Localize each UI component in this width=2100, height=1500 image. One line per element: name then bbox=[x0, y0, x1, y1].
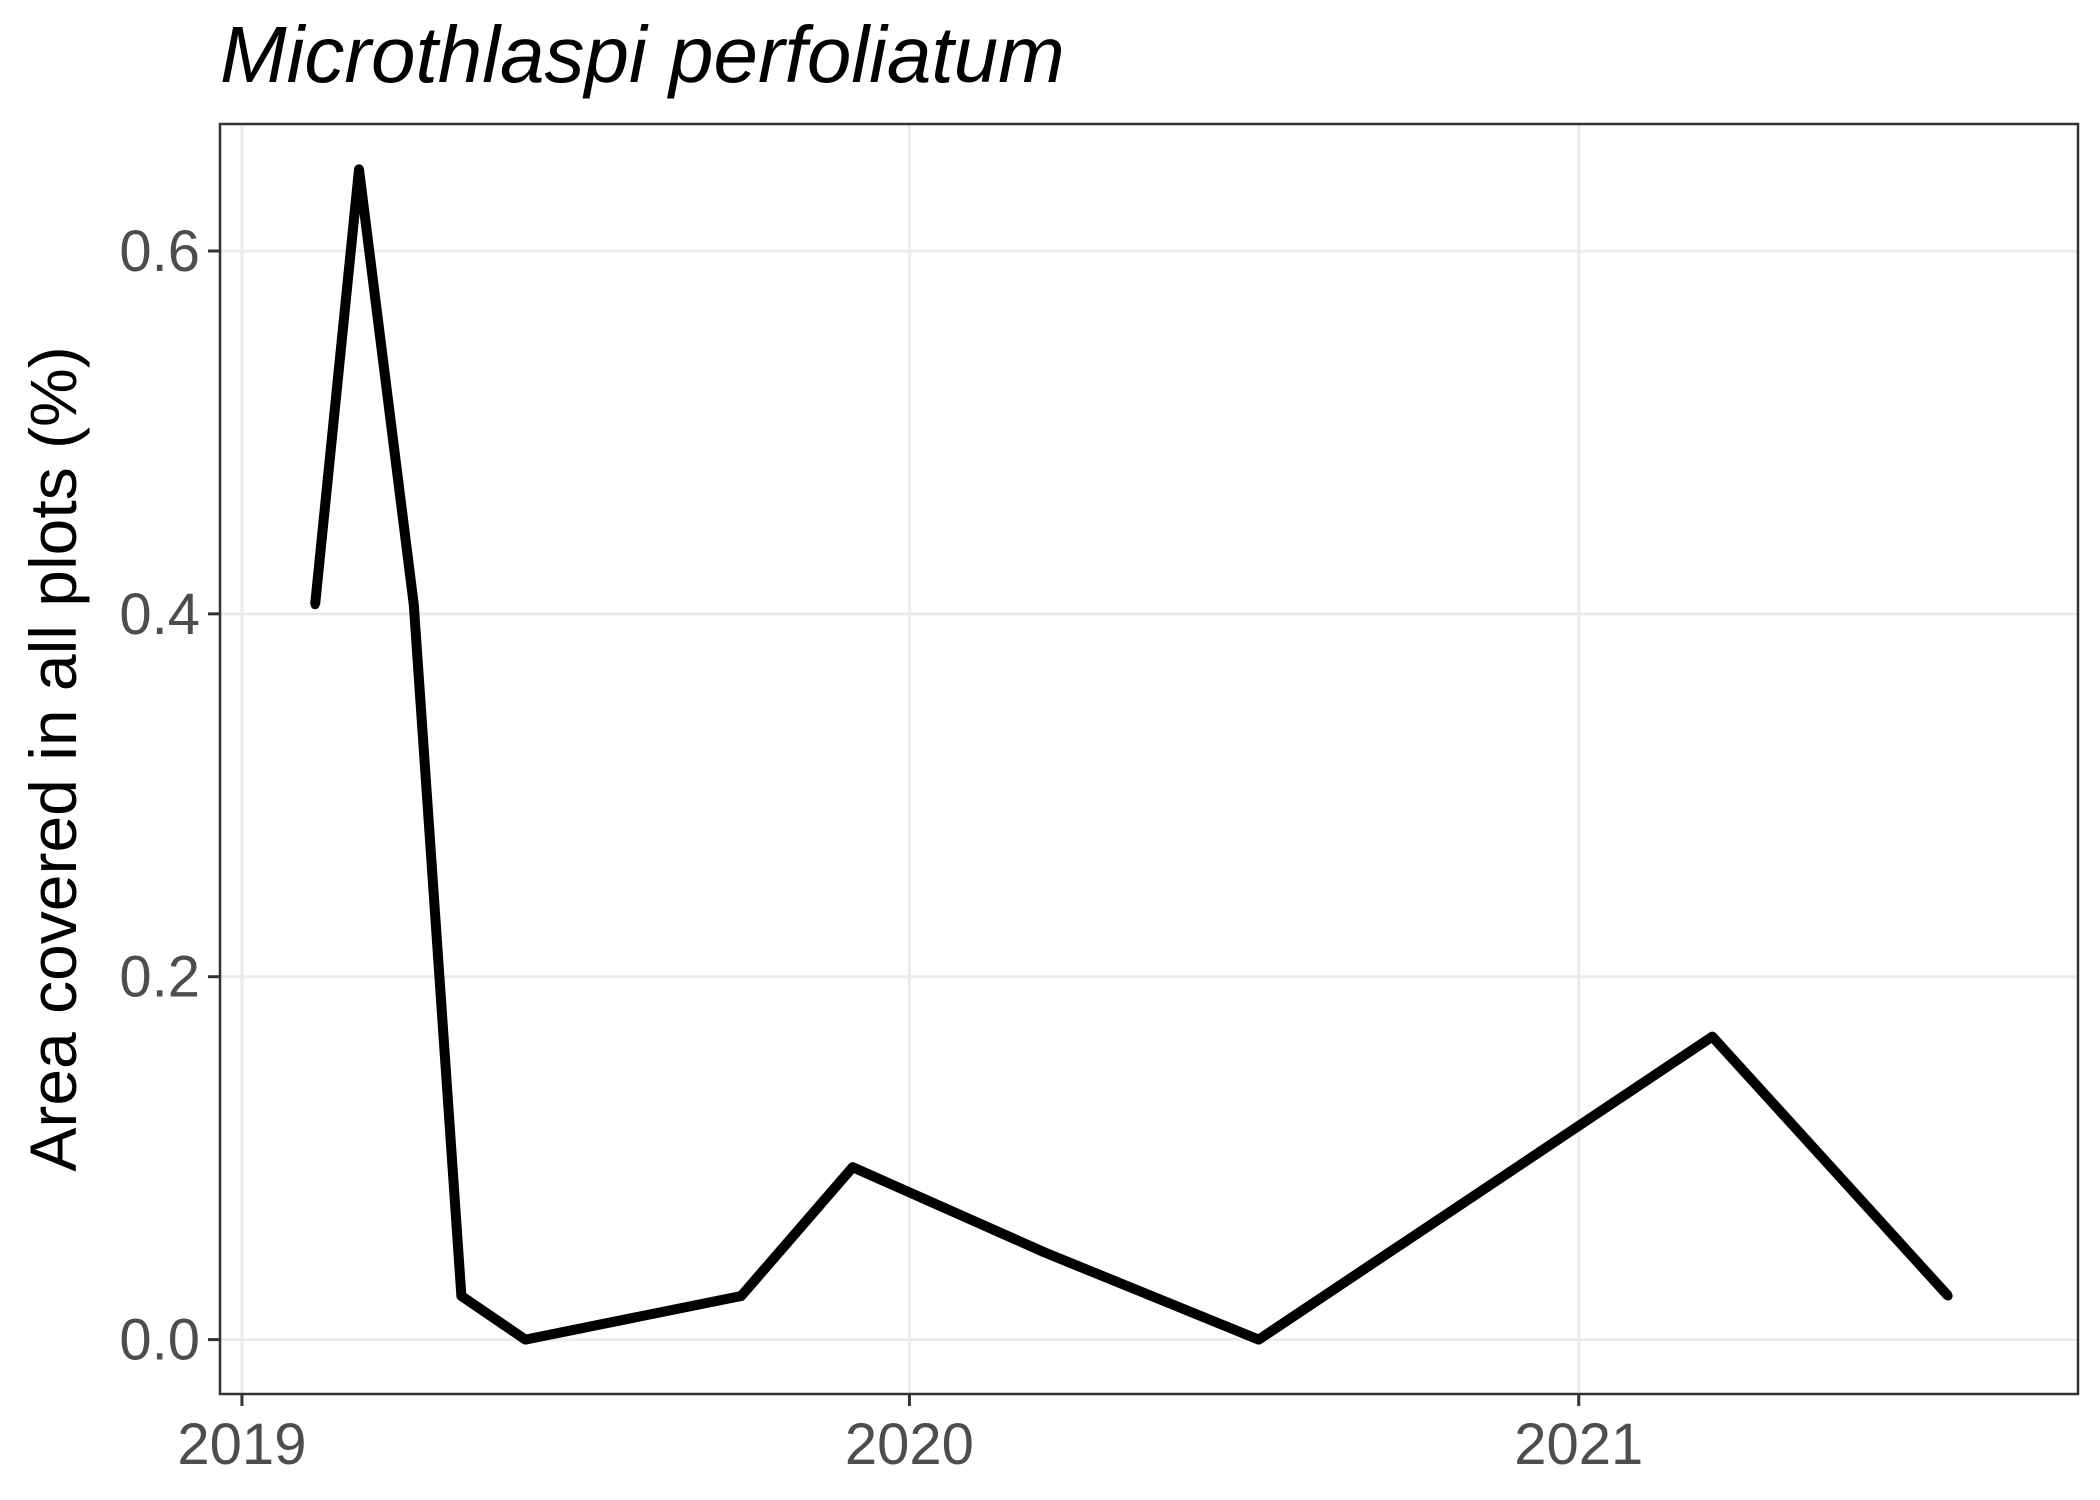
x-tick-label: 2019 bbox=[177, 1412, 306, 1477]
data-point bbox=[520, 1335, 530, 1345]
data-point bbox=[848, 1162, 858, 1172]
series-line bbox=[310, 164, 1952, 1345]
data-point bbox=[1040, 1247, 1050, 1257]
chart-title: Microthlaspi perfoliatum bbox=[220, 10, 1065, 99]
x-tick-label: 2021 bbox=[1514, 1412, 1643, 1477]
plot-panel bbox=[218, 122, 2080, 1396]
grid-lines bbox=[220, 124, 2078, 1394]
data-point bbox=[1707, 1032, 1717, 1042]
data-point bbox=[456, 1291, 466, 1301]
data-point bbox=[1943, 1291, 1953, 1301]
data-point bbox=[409, 600, 419, 610]
y-axis-label: Area covered in all plots (%) bbox=[16, 346, 90, 1171]
y-tick-label: 0.6 bbox=[119, 219, 200, 284]
data-point bbox=[736, 1291, 746, 1301]
y-tick-label: 0.0 bbox=[119, 1308, 200, 1373]
x-tick-label: 2020 bbox=[845, 1412, 974, 1477]
y-tick-label: 0.2 bbox=[119, 945, 200, 1010]
y-tick-label: 0.4 bbox=[119, 582, 200, 647]
axis-ticks: 0.0 0.2 0.4 0.6 2019 2020 2021 bbox=[119, 219, 1643, 1477]
data-point bbox=[354, 164, 364, 174]
data-point bbox=[310, 600, 320, 610]
series-layer bbox=[310, 164, 1953, 1345]
data-point bbox=[1254, 1335, 1264, 1345]
